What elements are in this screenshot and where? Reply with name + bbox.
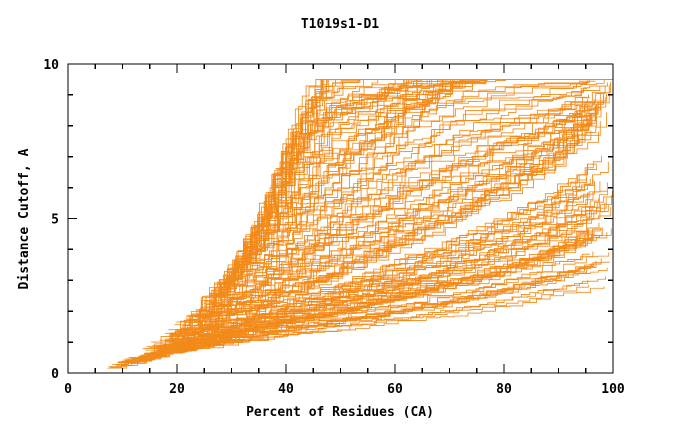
data-curve — [244, 79, 613, 252]
data-curve — [152, 101, 596, 346]
data-curve — [224, 79, 613, 286]
data-curve — [225, 82, 608, 292]
data-curve — [167, 163, 588, 346]
data-curve — [184, 109, 599, 334]
data-curve — [194, 106, 596, 318]
data-curve — [144, 164, 598, 358]
data-curve — [157, 120, 601, 349]
data-curve — [146, 117, 588, 347]
axis-tick-labels: 0 20 40 60 80 100 0 5 10 — [43, 58, 625, 397]
axis-ticks — [67, 63, 614, 374]
data-curve — [270, 79, 613, 186]
data-curve — [140, 179, 594, 361]
data-curve — [227, 79, 613, 281]
data-curve — [245, 79, 613, 248]
data-curve — [164, 114, 591, 342]
data-curve — [165, 79, 613, 334]
x-tick-label: 20 — [169, 382, 185, 397]
data-curve — [276, 79, 613, 173]
data-curve — [164, 156, 602, 351]
x-axis-label: Percent of Residues (CA) — [246, 405, 434, 420]
data-curve — [202, 79, 613, 318]
data-curve — [155, 182, 608, 356]
data-curve — [212, 90, 589, 298]
data-curve — [107, 286, 605, 369]
data-curve — [224, 79, 613, 285]
data-curve — [133, 192, 588, 359]
y-tick-label: 0 — [51, 367, 59, 382]
data-curve — [205, 102, 593, 316]
data-curve — [189, 108, 597, 331]
data-curve — [174, 97, 607, 337]
data-curve — [174, 79, 613, 326]
data-curve — [133, 229, 591, 359]
data-curve — [217, 79, 613, 285]
data-curve — [143, 198, 607, 354]
data-curve — [169, 102, 601, 336]
x-tick-label: 40 — [278, 382, 294, 397]
data-curve — [164, 124, 593, 348]
data-curve — [186, 82, 611, 320]
y-tick-label: 5 — [51, 213, 59, 228]
data-curve — [117, 260, 597, 364]
data-curve — [187, 114, 592, 334]
data-curve — [262, 79, 613, 218]
data-curve — [212, 99, 589, 307]
data-curve — [137, 177, 588, 359]
x-tick-label: 80 — [496, 382, 512, 397]
x-tick-label: 60 — [387, 382, 403, 397]
data-curve — [267, 79, 613, 207]
data-curve — [245, 79, 613, 248]
data-curve — [169, 80, 589, 337]
data-curve — [214, 80, 596, 286]
data-curve — [178, 112, 607, 337]
data-curve — [188, 97, 590, 317]
data-series-group — [107, 79, 613, 369]
y-tick-label: 10 — [43, 58, 59, 73]
data-curve — [152, 198, 599, 353]
y-axis-label: Distance Cutoff, A — [17, 148, 32, 289]
x-tick-label: 0 — [64, 382, 72, 397]
data-curve — [110, 276, 606, 368]
page-title: T1019s1-D1 — [300, 17, 380, 32]
data-curve — [150, 107, 602, 354]
x-tick-label: 100 — [601, 382, 625, 397]
